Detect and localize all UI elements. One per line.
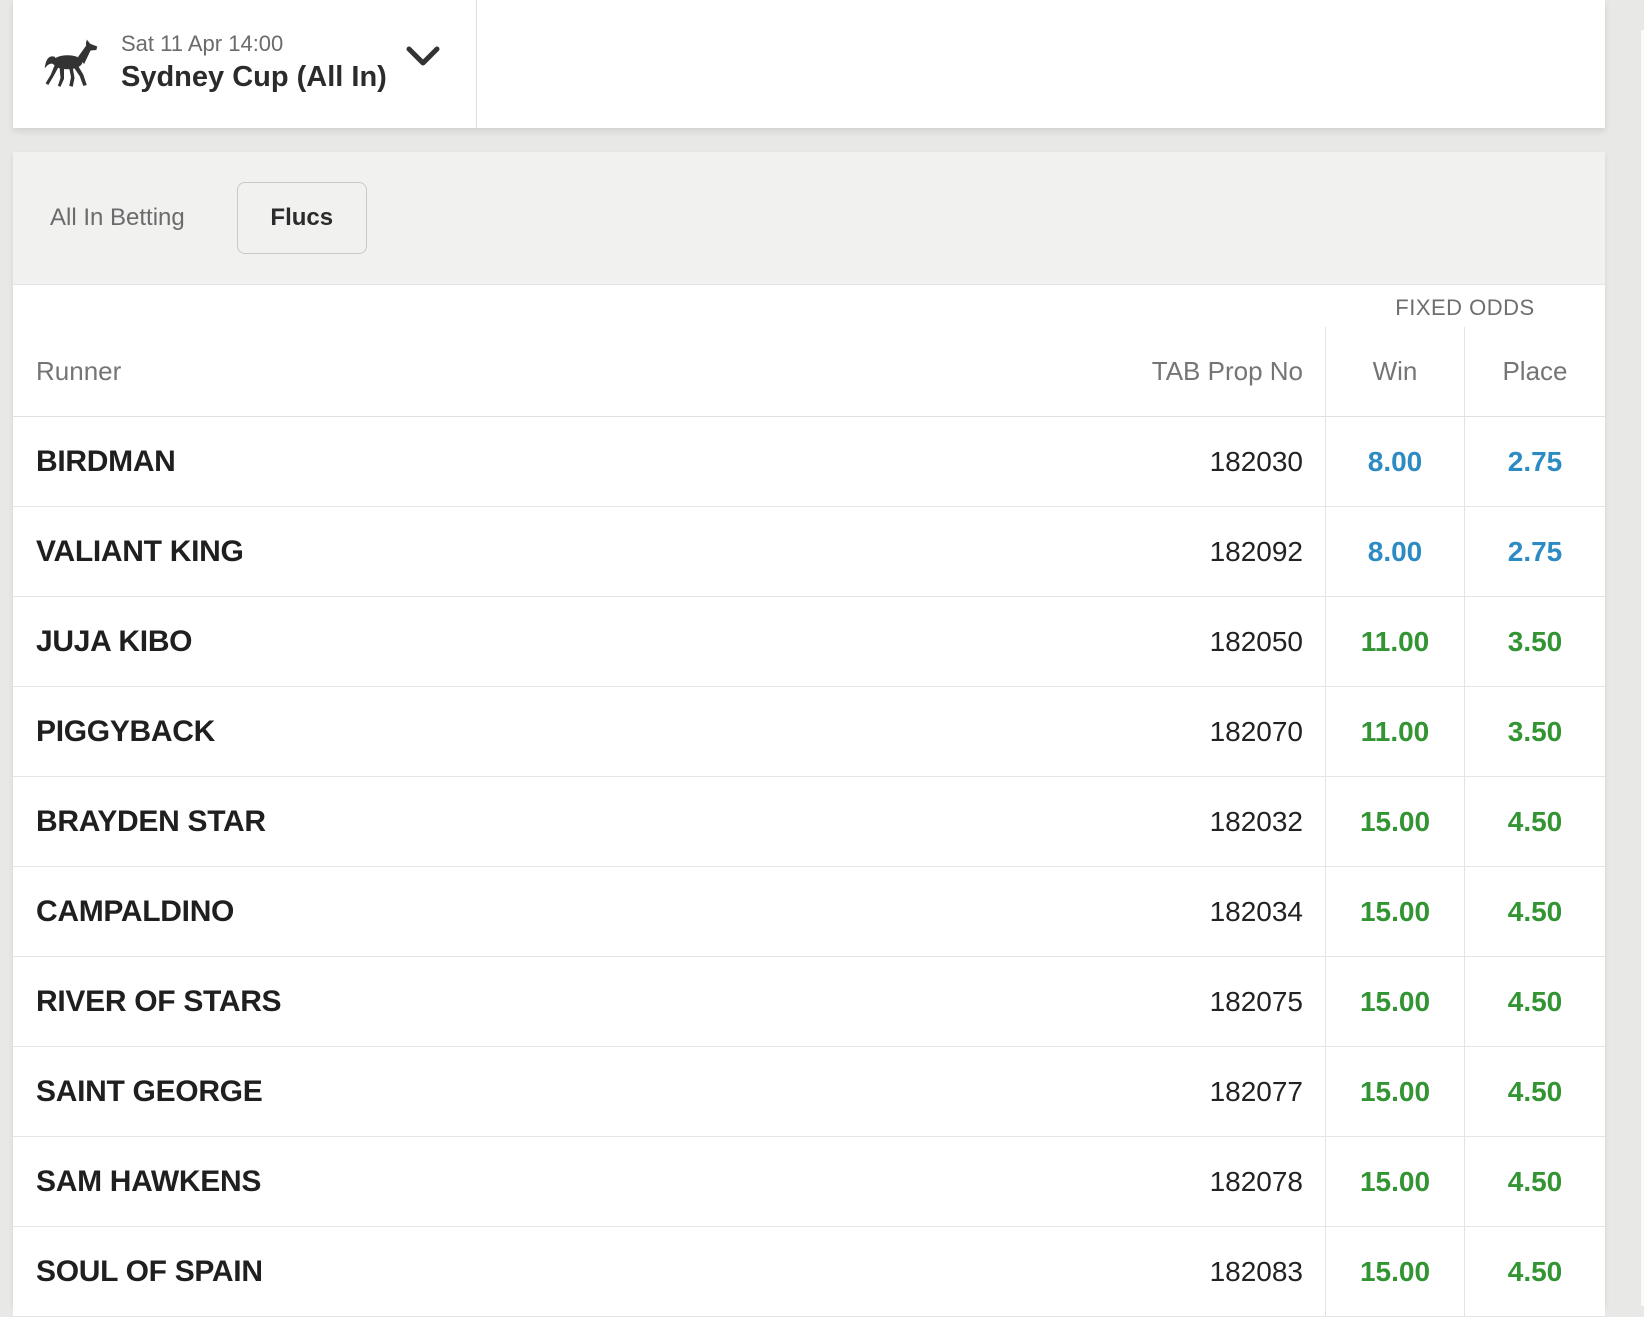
adjacent-panel-edge bbox=[1641, 30, 1644, 1306]
chevron-down-icon[interactable] bbox=[406, 46, 440, 68]
win-odds: 15.00 bbox=[1325, 867, 1464, 956]
tab-prop-no: 182075 bbox=[1209, 985, 1303, 1017]
table-row: RIVER OF STARS 182075 15.00 4.50 bbox=[13, 957, 1605, 1047]
place-odds: 4.50 bbox=[1464, 1137, 1605, 1226]
tab-flucs[interactable]: Flucs bbox=[236, 182, 367, 254]
win-odds: 15.00 bbox=[1325, 1227, 1464, 1316]
win-odds: 15.00 bbox=[1325, 957, 1464, 1046]
win-odds: 8.00 bbox=[1325, 417, 1464, 506]
race-header-card: Sat 11 Apr 14:00 Sydney Cup (All In) bbox=[13, 0, 1605, 128]
tab-prop-no: 182030 bbox=[1209, 445, 1303, 477]
runner-name: BIRDMAN bbox=[36, 444, 176, 478]
race-date-time: Sat 11 Apr 14:00 bbox=[121, 30, 284, 56]
tab-prop-no: 182070 bbox=[1209, 715, 1303, 747]
table-row: VALIANT KING 182092 8.00 2.75 bbox=[13, 507, 1605, 597]
place-odds: 3.50 bbox=[1464, 597, 1605, 686]
tab-prop-no: 182034 bbox=[1209, 895, 1303, 927]
column-header-place: Place bbox=[1464, 327, 1605, 416]
runner-name: CAMPALDINO bbox=[36, 894, 235, 928]
table-row: SAINT GEORGE 182077 15.00 4.50 bbox=[13, 1047, 1605, 1137]
betting-card: All In Betting Flucs FIXED ODDS Runner T… bbox=[13, 152, 1605, 1317]
table-row: PIGGYBACK 182070 11.00 3.50 bbox=[13, 687, 1605, 777]
win-odds: 15.00 bbox=[1325, 777, 1464, 866]
tab-prop-no: 182050 bbox=[1209, 625, 1303, 657]
place-odds: 2.75 bbox=[1464, 417, 1605, 506]
table-column-headers: Runner TAB Prop No Win Place bbox=[13, 327, 1605, 417]
tab-prop-no: 182092 bbox=[1209, 535, 1303, 567]
runner-name: SAM HAWKENS bbox=[36, 1164, 262, 1198]
fixed-odds-group-header: FIXED ODDS bbox=[1395, 295, 1535, 320]
horse-icon bbox=[43, 39, 99, 89]
runner-name: VALIANT KING bbox=[36, 534, 244, 568]
table-row: CAMPALDINO 182034 15.00 4.50 bbox=[13, 867, 1605, 957]
column-header-runner: Runner bbox=[36, 356, 122, 386]
column-header-tab-prop-no: TAB Prop No bbox=[1151, 356, 1303, 386]
tab-prop-no: 182078 bbox=[1209, 1165, 1303, 1197]
table-row: JUJA KIBO 182050 11.00 3.50 bbox=[13, 597, 1605, 687]
runner-name: SOUL OF SPAIN bbox=[36, 1254, 263, 1288]
table-row: SOUL OF SPAIN 182083 15.00 4.50 bbox=[13, 1227, 1605, 1317]
win-odds: 15.00 bbox=[1325, 1047, 1464, 1136]
runner-name: RIVER OF STARS bbox=[36, 984, 282, 1018]
win-odds: 11.00 bbox=[1325, 597, 1464, 686]
runner-name: JUJA KIBO bbox=[36, 624, 193, 658]
place-odds: 2.75 bbox=[1464, 507, 1605, 596]
runner-name: PIGGYBACK bbox=[36, 714, 215, 748]
place-odds: 4.50 bbox=[1464, 957, 1605, 1046]
column-header-win: Win bbox=[1325, 327, 1464, 416]
table-row: BIRDMAN 182030 8.00 2.75 bbox=[13, 417, 1605, 507]
place-odds: 3.50 bbox=[1464, 687, 1605, 776]
runner-name: BRAYDEN STAR bbox=[36, 804, 266, 838]
race-selector[interactable]: Sat 11 Apr 14:00 Sydney Cup (All In) bbox=[13, 0, 477, 128]
tab-prop-no: 182032 bbox=[1209, 805, 1303, 837]
tab-prop-no: 182077 bbox=[1209, 1075, 1303, 1107]
win-odds: 15.00 bbox=[1325, 1137, 1464, 1226]
table-row: BRAYDEN STAR 182032 15.00 4.50 bbox=[13, 777, 1605, 867]
place-odds: 4.50 bbox=[1464, 1047, 1605, 1136]
tab-prop-no: 182083 bbox=[1209, 1255, 1303, 1287]
race-name: Sydney Cup (All In) bbox=[121, 61, 387, 94]
runner-name: SAINT GEORGE bbox=[36, 1074, 263, 1108]
place-odds: 4.50 bbox=[1464, 777, 1605, 866]
place-odds: 4.50 bbox=[1464, 867, 1605, 956]
tab-all-in-betting[interactable]: All In Betting bbox=[50, 204, 185, 231]
fixed-odds-banner: FIXED ODDS bbox=[13, 285, 1605, 327]
tab-bar: All In Betting Flucs bbox=[13, 152, 1605, 285]
race-info: Sat 11 Apr 14:00 Sydney Cup (All In) bbox=[121, 31, 387, 97]
table-row: SAM HAWKENS 182078 15.00 4.50 bbox=[13, 1137, 1605, 1227]
place-odds: 4.50 bbox=[1464, 1227, 1605, 1316]
win-odds: 8.00 bbox=[1325, 507, 1464, 596]
win-odds: 11.00 bbox=[1325, 687, 1464, 776]
